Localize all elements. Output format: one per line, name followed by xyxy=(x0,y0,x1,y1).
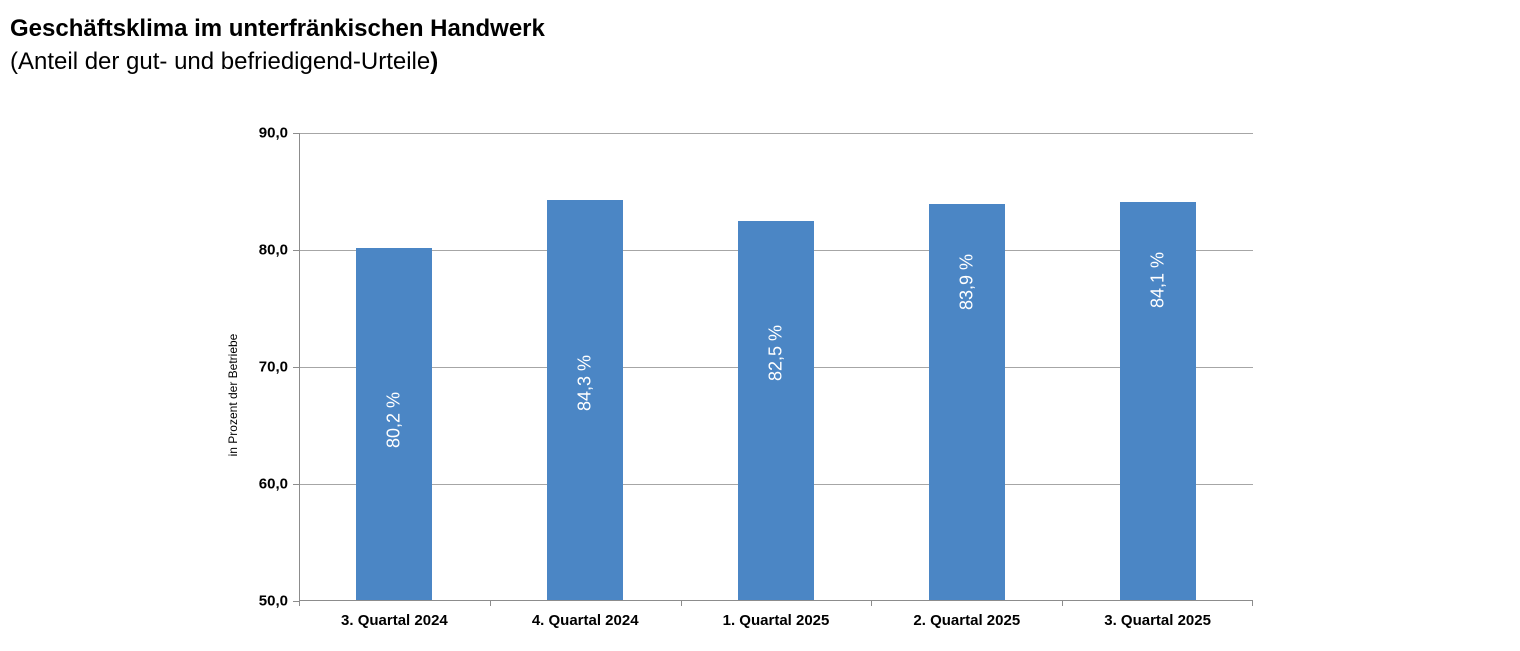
y-tick-label: 60,0 xyxy=(258,475,288,493)
plot-area: in Prozent der Betriebe 50,0 60,0 70,0 80,0… xyxy=(226,125,1253,629)
chart-header: Geschäftsklima im unterfränkischen Handw… xyxy=(10,12,545,78)
chart-subtitle-text: (Anteil der gut- und befriedigend-Urteil… xyxy=(10,48,431,75)
bar-value-label: 84,3 % xyxy=(574,354,595,411)
y-axis-line xyxy=(299,133,300,601)
bar xyxy=(928,204,1005,600)
bar xyxy=(547,199,624,600)
x-category-label: 3. Quartal 2025 xyxy=(1104,612,1211,629)
bar-value-label: 84,1 % xyxy=(1147,251,1168,309)
y-tick-label: 90,0 xyxy=(258,124,288,142)
y-tick-label: 50,0 xyxy=(258,592,288,610)
chart-title: Geschäftsklima im unterfränkischen Handw… xyxy=(10,15,545,42)
x-category-label: 2. Quartal 2025 xyxy=(913,612,1021,629)
bar xyxy=(1119,202,1196,600)
x-axis-tick xyxy=(299,601,300,606)
x-axis-tick xyxy=(1252,601,1253,606)
y-tick-label: 80,0 xyxy=(258,241,288,259)
x-axis-line xyxy=(299,600,1253,601)
y-axis-tick xyxy=(293,250,299,251)
x-category-label: 4. Quartal 2024 xyxy=(531,612,639,629)
y-axis-tick xyxy=(293,484,299,485)
y-axis-tick xyxy=(293,601,299,602)
x-category-label: 3. Quartal 2024 xyxy=(341,612,448,629)
y-axis-tick xyxy=(293,367,299,368)
x-axis-tick xyxy=(1062,601,1064,606)
x-axis-tick xyxy=(489,601,491,606)
bar-value-label: 82,5 % xyxy=(765,324,786,381)
bar-value-label: 80,2 % xyxy=(383,391,404,448)
bar xyxy=(738,220,814,600)
bar-value-label: 83,9 % xyxy=(956,254,977,311)
chart-subtitle: (Anteil der gut- und befriedigend-Urteil… xyxy=(10,45,545,78)
y-tick-label: 70,0 xyxy=(258,358,288,376)
x-axis-tick xyxy=(680,601,682,606)
chart-subtitle-close-paren: ) xyxy=(430,48,439,75)
bar xyxy=(356,247,433,600)
x-axis-tick xyxy=(871,601,873,606)
x-category-label: 1. Quartal 2025 xyxy=(722,612,830,629)
gridline xyxy=(300,133,1253,134)
y-axis-tick xyxy=(293,133,299,134)
y-axis-title: in Prozent der Betriebe xyxy=(226,333,240,457)
